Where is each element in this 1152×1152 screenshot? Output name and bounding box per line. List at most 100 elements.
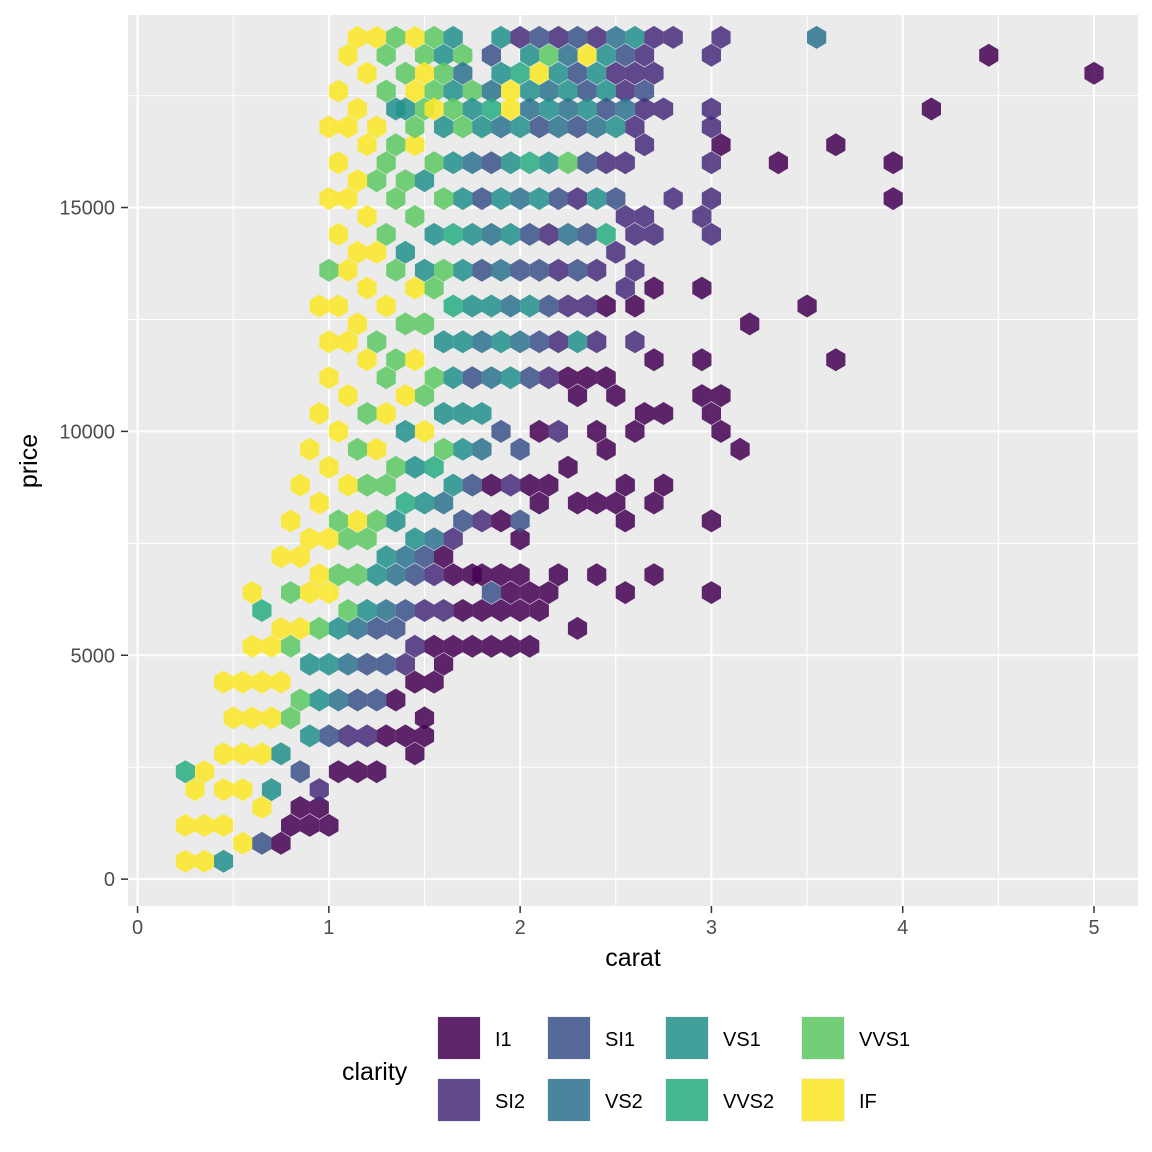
hex-bin — [501, 294, 521, 318]
hex-bin — [347, 25, 368, 49]
hex-bin — [797, 294, 817, 318]
hex-bin — [615, 205, 635, 228]
hex-bin — [424, 276, 444, 300]
hex-bin — [405, 25, 425, 49]
hex-bin — [567, 384, 588, 408]
hex-bin — [520, 634, 540, 658]
hex-bin — [711, 133, 731, 157]
hex-bin — [510, 437, 530, 461]
hex-bin — [472, 402, 492, 425]
hex-bin — [548, 330, 568, 354]
hex-bin — [740, 312, 760, 336]
hex-bin — [701, 402, 721, 425]
hex-bin — [395, 61, 415, 85]
hex-bin — [347, 240, 368, 264]
hex-bin — [634, 133, 655, 157]
hex-bin — [395, 724, 415, 748]
hex-bin — [319, 813, 339, 837]
hex-bin — [376, 599, 396, 622]
hex-bin — [376, 366, 396, 390]
hex-bin — [367, 760, 387, 784]
hex-bin — [414, 312, 435, 336]
hex-bin — [548, 61, 568, 85]
legend-swatch — [438, 1079, 480, 1121]
hex-bin — [548, 115, 568, 139]
hex-bin — [319, 455, 339, 479]
hex-bin — [501, 473, 521, 497]
hex-bin — [386, 133, 406, 157]
hex-bin — [367, 563, 387, 587]
hex-bin — [347, 563, 368, 587]
y-tick-label: 0 — [104, 869, 115, 891]
legend-label: SI2 — [495, 1091, 525, 1113]
hex-bin — [443, 151, 463, 175]
hex-bin — [510, 187, 530, 211]
hex-bin — [510, 25, 530, 49]
hex-bin — [453, 187, 473, 211]
plot-panel — [128, 15, 1138, 906]
y-tick-label: 15000 — [59, 198, 115, 220]
legend-swatch — [548, 1017, 590, 1059]
hex-bin — [357, 276, 377, 300]
hex-bin — [434, 258, 454, 282]
hex-bin — [501, 97, 521, 121]
hex-bin — [625, 25, 645, 49]
hex-bin — [233, 742, 253, 766]
hex-bin — [319, 366, 339, 390]
hex-bin — [529, 258, 549, 282]
hex-bin — [539, 151, 559, 175]
hex-bin — [481, 222, 501, 246]
hex-bin — [443, 97, 463, 121]
hex-bin — [319, 258, 339, 282]
y-tick-label: 10000 — [59, 421, 115, 443]
hex-bin — [481, 473, 501, 497]
hex-bin — [481, 581, 501, 605]
hex-bin — [338, 115, 358, 139]
hex-bin — [233, 778, 253, 802]
legend-label: VVS2 — [723, 1091, 774, 1113]
hex-bin — [520, 581, 540, 605]
hex-bin — [625, 61, 645, 85]
hex-bin — [434, 437, 454, 461]
hex-bin — [386, 97, 406, 121]
hex-bin — [606, 187, 626, 211]
hex-bin — [644, 61, 664, 85]
hex-bin — [491, 419, 511, 443]
hex-bin — [357, 348, 377, 372]
hex-bin — [405, 563, 425, 587]
hex-bin — [424, 25, 444, 49]
hex-bin — [701, 43, 721, 67]
hex-bin — [328, 563, 348, 587]
hex-bin — [414, 706, 435, 730]
hex-bin — [309, 688, 329, 712]
hex-bin — [596, 151, 616, 175]
hex-bin — [491, 115, 511, 139]
hex-bin — [414, 545, 435, 569]
hex-bin — [405, 133, 425, 157]
hex-bin — [529, 419, 549, 443]
hex-bin — [510, 599, 530, 622]
hex-bin — [338, 187, 358, 211]
hex-bin — [357, 473, 377, 497]
legend-swatch — [438, 1017, 480, 1059]
hex-bin — [386, 563, 406, 587]
hex-bin — [529, 491, 549, 515]
hex-bin — [481, 97, 501, 121]
hex-bin — [434, 330, 454, 354]
hex-bin — [414, 258, 435, 282]
hex-bin — [577, 151, 597, 175]
hex-bin — [510, 563, 530, 587]
hex-bin — [405, 205, 425, 228]
hex-bin — [539, 97, 559, 121]
hex-bin — [414, 724, 435, 748]
hex-bin — [319, 115, 339, 139]
hex-bin — [386, 25, 406, 49]
hex-bin — [214, 849, 234, 873]
x-tick-label: 5 — [1088, 917, 1099, 939]
hex-bin — [434, 61, 454, 85]
hex-bin — [567, 491, 588, 515]
hex-bin — [883, 151, 903, 175]
hex-bin — [472, 563, 492, 587]
hex-bin — [529, 25, 549, 49]
